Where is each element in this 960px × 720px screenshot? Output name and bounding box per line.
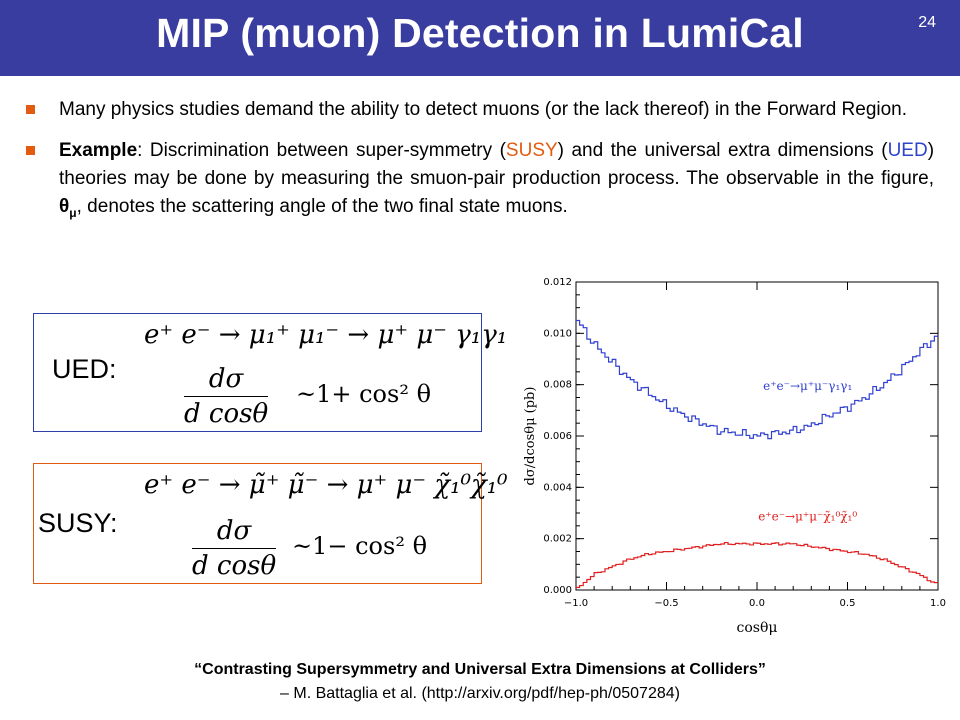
ued-highlight: UED <box>887 140 928 161</box>
bullet-text-segment: ) theories may be done by measuring the … <box>59 140 935 189</box>
ued-reaction: e⁺ e⁻ → μ₁⁺ μ₁⁻ → μ⁺ μ⁻ γ₁γ₁ <box>144 320 508 350</box>
susy-equation-box: SUSY: e⁺ e⁻ → μ̃⁺ μ̃⁻ → μ⁺ μ⁻ χ̃₁⁰χ̃₁⁰ d… <box>33 463 508 584</box>
bullet-text-segment: , denotes the scattering angle of the tw… <box>76 196 568 217</box>
series-line <box>576 541 938 588</box>
series-label: e⁺e⁻→μ⁺μ⁻γ₁γ₁ <box>763 379 852 393</box>
y-tick-label: 0.012 <box>543 277 572 288</box>
x-tick-label: 1.0 <box>930 598 946 609</box>
slide-title: MIP (muon) Detection in LumiCal <box>156 10 804 56</box>
ued-equation-box: UED: e⁺ e⁻ → μ₁⁺ μ₁⁻ → μ⁺ μ⁻ γ₁γ₁ dσ d c… <box>33 313 507 432</box>
y-axis-label: dσ/dcosθμ (pb) <box>523 387 538 486</box>
x-axis-label: cosθμ <box>737 620 778 636</box>
cross-section-chart: −1.0 −0.5 0.0 0.5 1.0 0.000 0.002 0.004 0.006 0.0… <box>523 277 946 636</box>
bullet-bold-word: Example <box>59 140 138 161</box>
y-tick-label: 0.008 <box>543 380 572 391</box>
ued-label: UED: <box>52 354 117 384</box>
bullet-item: Many physics studies demand the ability … <box>26 96 946 124</box>
x-tick-label: −1.0 <box>564 598 588 609</box>
title-bar: MIP (muon) Detection in LumiCal 24 <box>0 0 960 76</box>
citation-title: “Contrasting Supersymmetry and Universal… <box>194 661 766 678</box>
y-tick-label: 0.000 <box>543 585 572 596</box>
susy-rhs: ~1− cos² θ <box>292 532 428 560</box>
theta-symbol: θμ <box>59 196 77 220</box>
susy-numerator: dσ <box>192 516 277 549</box>
y-tick-label: 0.002 <box>543 534 572 545</box>
ued-fraction: dσ d cosθ <box>184 364 269 429</box>
bullet-text-segment: ) and the universal extra dimensions ( <box>557 140 888 161</box>
y-tick-label: 0.010 <box>543 328 572 339</box>
x-tick-label: −0.5 <box>654 598 678 609</box>
bullet-text: Many physics studies demand the ability … <box>59 99 908 120</box>
y-tick-label: 0.004 <box>543 482 572 493</box>
susy-reaction: e⁺ e⁻ → μ̃⁺ μ̃⁻ → μ⁺ μ⁻ χ̃₁⁰χ̃₁⁰ <box>144 470 508 500</box>
ued-rhs: ~1+ cos² θ <box>296 380 432 408</box>
susy-highlight: SUSY <box>505 140 558 161</box>
y-tick-label: 0.006 <box>543 431 572 442</box>
bullet-list: Many physics studies demand the ability … <box>26 96 946 240</box>
susy-fraction: dσ d cosθ <box>192 516 277 581</box>
series-label: e⁺e⁻→μ⁺μ⁻χ̃₁⁰χ̃₁⁰ <box>758 510 857 524</box>
susy-denominator: d cosθ <box>192 551 277 581</box>
series-line <box>576 319 938 440</box>
citation-authors: – M. Battaglia et al. (http://arxiv.org/… <box>280 685 680 702</box>
ued-denominator: d cosθ <box>184 399 269 429</box>
slide-number: 24 <box>918 14 936 31</box>
bullet-square-icon <box>26 146 35 155</box>
bullet-item: Example: Discrimination between super-sy… <box>26 137 946 227</box>
ued-numerator: dσ <box>184 364 269 397</box>
x-tick-label: 0.0 <box>749 598 765 609</box>
x-tick-label: 0.5 <box>840 598 856 609</box>
bullet-square-icon <box>26 105 35 114</box>
mu-subscript: μ <box>69 205 77 220</box>
theta-char: θ <box>59 196 70 217</box>
bullet-text-segment: : Discrimination between super-symmetry … <box>137 140 506 161</box>
susy-label: SUSY: <box>38 508 118 538</box>
bullet-text: Example: Discrimination between super-sy… <box>59 137 934 227</box>
